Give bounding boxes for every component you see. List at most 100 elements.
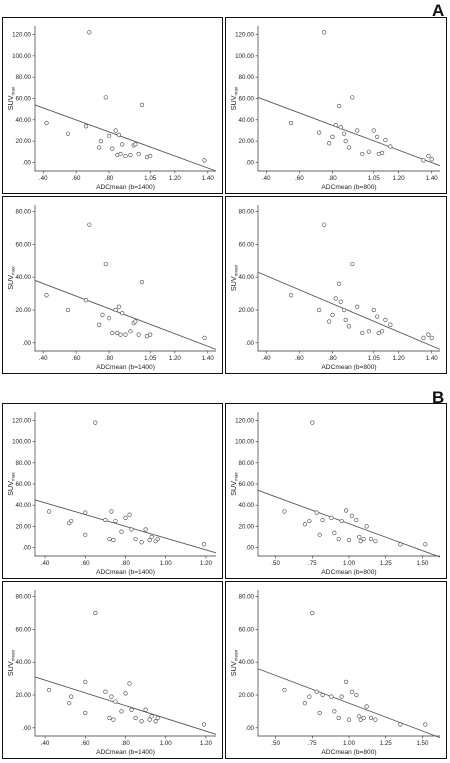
x-tick-label: .60 bbox=[81, 740, 90, 747]
data-point bbox=[346, 145, 352, 150]
data-point bbox=[302, 701, 308, 706]
data-point bbox=[366, 329, 371, 334]
data-point bbox=[65, 131, 71, 136]
y-tick-label: 120.00 bbox=[235, 32, 254, 39]
y-tick-label: .00 bbox=[22, 340, 31, 347]
data-point bbox=[355, 304, 360, 309]
data-point bbox=[429, 335, 434, 340]
x-tick-label: .40 bbox=[41, 560, 50, 567]
data-point bbox=[83, 298, 89, 303]
y-tick-label: 20.00 bbox=[16, 523, 32, 530]
y-tick-label: .00 bbox=[245, 545, 254, 552]
y-axis-title: SUVmax bbox=[229, 86, 239, 110]
data-point bbox=[349, 513, 355, 518]
data-point bbox=[133, 319, 138, 324]
data-point bbox=[317, 307, 322, 313]
y-tick-label: 60.00 bbox=[16, 241, 32, 248]
y-tick-label: .00 bbox=[22, 725, 31, 732]
data-point bbox=[110, 146, 115, 151]
regression-line bbox=[34, 104, 217, 172]
data-point bbox=[155, 536, 160, 542]
data-point bbox=[123, 691, 128, 696]
regression-line bbox=[34, 280, 217, 350]
x-axis-title: ADCmean (b=800) bbox=[321, 184, 376, 191]
data-point bbox=[322, 30, 327, 35]
regression-line bbox=[257, 668, 441, 739]
x-tick-label: 1.00 bbox=[343, 740, 356, 747]
data-point bbox=[339, 694, 344, 699]
y-tick-label: 100.00 bbox=[235, 439, 254, 446]
panel-label-a: A bbox=[432, 1, 445, 20]
data-point bbox=[116, 304, 122, 309]
data-point bbox=[282, 687, 287, 693]
data-point bbox=[111, 717, 116, 722]
data-point bbox=[346, 717, 352, 722]
data-point bbox=[338, 299, 343, 304]
data-point bbox=[83, 679, 88, 684]
data-point bbox=[317, 532, 322, 537]
x-tick-label: .80 bbox=[121, 560, 130, 567]
data-point bbox=[100, 312, 105, 318]
y-axis-title: SUVmax bbox=[6, 266, 16, 290]
plot-svg: .00 20.00 40.00 60.00 80.00 100.00 120.00 .40 .6… bbox=[6, 412, 217, 576]
data-point bbox=[136, 151, 141, 157]
data-point bbox=[360, 151, 365, 157]
data-point bbox=[423, 542, 428, 547]
y-tick-label: 20.00 bbox=[239, 692, 255, 699]
data-point bbox=[87, 30, 92, 35]
panel-label-b: B bbox=[432, 388, 445, 407]
data-point bbox=[103, 261, 108, 267]
data-point bbox=[83, 510, 88, 515]
data-point bbox=[119, 709, 124, 714]
y-tick-label: 40.00 bbox=[16, 502, 32, 509]
x-tick-label: .60 bbox=[295, 355, 304, 362]
data-point bbox=[129, 527, 134, 532]
y-tick-label: 60.00 bbox=[239, 96, 255, 103]
data-point bbox=[361, 715, 366, 721]
x-axis-title: ADCmean (b=800) bbox=[321, 569, 376, 576]
x-tick-label: 1.20 bbox=[393, 355, 406, 362]
y-tick-label: 80.00 bbox=[239, 209, 255, 216]
regression-line bbox=[34, 499, 217, 554]
x-tick-label: 1.05 bbox=[368, 355, 381, 362]
x-tick-label: .40 bbox=[39, 175, 48, 182]
data-point bbox=[133, 715, 138, 721]
y-tick-label: 80.00 bbox=[239, 594, 255, 601]
x-tick-label: .40 bbox=[262, 175, 271, 182]
data-point bbox=[310, 610, 315, 616]
data-point bbox=[354, 517, 359, 523]
y-tick-label: 100.00 bbox=[235, 53, 254, 60]
data-point bbox=[388, 322, 393, 327]
plot-svg: .00 20.00 40.00 60.00 80.00 .40 .60 .80 1.05 1.20… bbox=[229, 205, 441, 371]
y-tick-label: 60.00 bbox=[16, 626, 32, 633]
data-point bbox=[44, 293, 49, 298]
data-point bbox=[358, 539, 363, 544]
y-tick-label: 80.00 bbox=[239, 74, 255, 81]
x-tick-label: 1.20 bbox=[200, 740, 213, 747]
data-point bbox=[336, 715, 341, 721]
x-tick-label: 1.25 bbox=[380, 740, 393, 747]
data-point bbox=[119, 529, 124, 534]
data-point bbox=[329, 515, 334, 520]
data-point bbox=[153, 719, 158, 724]
axis-frame bbox=[34, 590, 216, 737]
data-point bbox=[103, 689, 108, 694]
y-tick-label: 20.00 bbox=[16, 692, 32, 699]
data-point bbox=[133, 536, 138, 542]
x-tick-label: 1.20 bbox=[200, 560, 213, 567]
data-point bbox=[128, 152, 133, 158]
data-point bbox=[129, 707, 134, 712]
data-point bbox=[343, 508, 349, 513]
data-point bbox=[379, 329, 385, 334]
data-point bbox=[332, 709, 337, 714]
data-point bbox=[111, 538, 116, 543]
data-point bbox=[98, 139, 103, 144]
data-point bbox=[97, 322, 102, 327]
x-tick-label: 1.25 bbox=[380, 560, 393, 567]
data-point bbox=[113, 518, 118, 524]
data-point bbox=[136, 332, 141, 337]
plot-svg: .00 20.00 40.00 60.00 80.00 .40 .60 .80 1.00 1.20… bbox=[6, 590, 217, 756]
data-point bbox=[139, 280, 145, 285]
x-axis-title: ADCmean (b=1400) bbox=[96, 184, 155, 191]
data-point bbox=[107, 715, 112, 721]
